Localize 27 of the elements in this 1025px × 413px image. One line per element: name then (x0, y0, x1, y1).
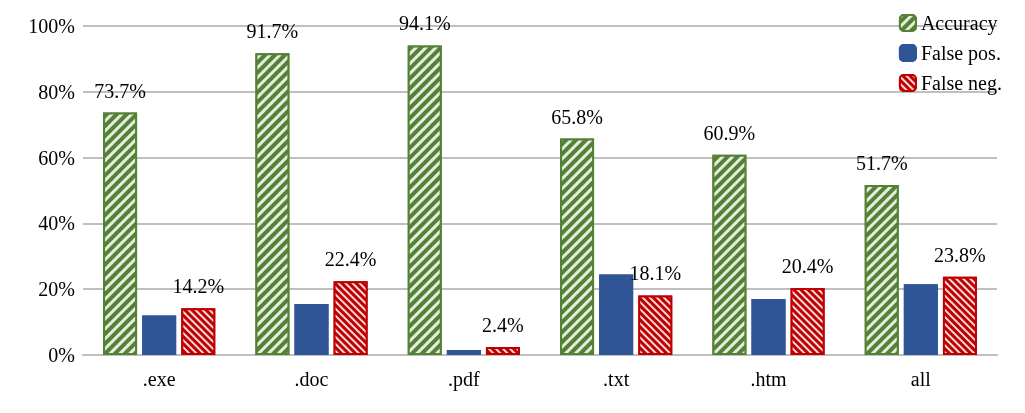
data-label: 73.7% (94, 79, 146, 102)
x-tick-label: .htm (750, 368, 787, 390)
legend-label: False neg. (920, 72, 1002, 95)
y-tick-label: 40% (38, 212, 75, 235)
data-label: 51.7% (855, 151, 908, 174)
data-label: 18.1% (629, 262, 682, 285)
data-label: 60.9% (703, 121, 756, 144)
data-label: 91.7% (246, 20, 299, 43)
y-tick-label: 0% (48, 344, 75, 366)
x-tick-label: all (910, 368, 932, 390)
data-label: 14.2% (172, 275, 225, 298)
x-tick-label: .doc (294, 368, 329, 390)
legend-label: False pos. (920, 42, 1001, 65)
x-tick-label: .pdf (448, 368, 480, 391)
data-label: 23.8% (934, 243, 986, 266)
data-label: 65.8% (551, 105, 603, 128)
x-tick-label: .exe (142, 368, 176, 390)
data-label: 2.4% (482, 314, 524, 337)
legend-label: Accuracy (920, 12, 998, 35)
data-label: 20.4% (781, 254, 834, 277)
y-tick-label: 60% (38, 146, 75, 169)
data-label: 22.4% (324, 248, 377, 271)
data-label: 94.1% (398, 12, 451, 35)
y-tick-label: 80% (38, 80, 75, 103)
y-tick-label: 20% (38, 278, 75, 301)
y-tick-label: 100% (28, 15, 75, 37)
x-tick-label: .txt (603, 368, 630, 390)
